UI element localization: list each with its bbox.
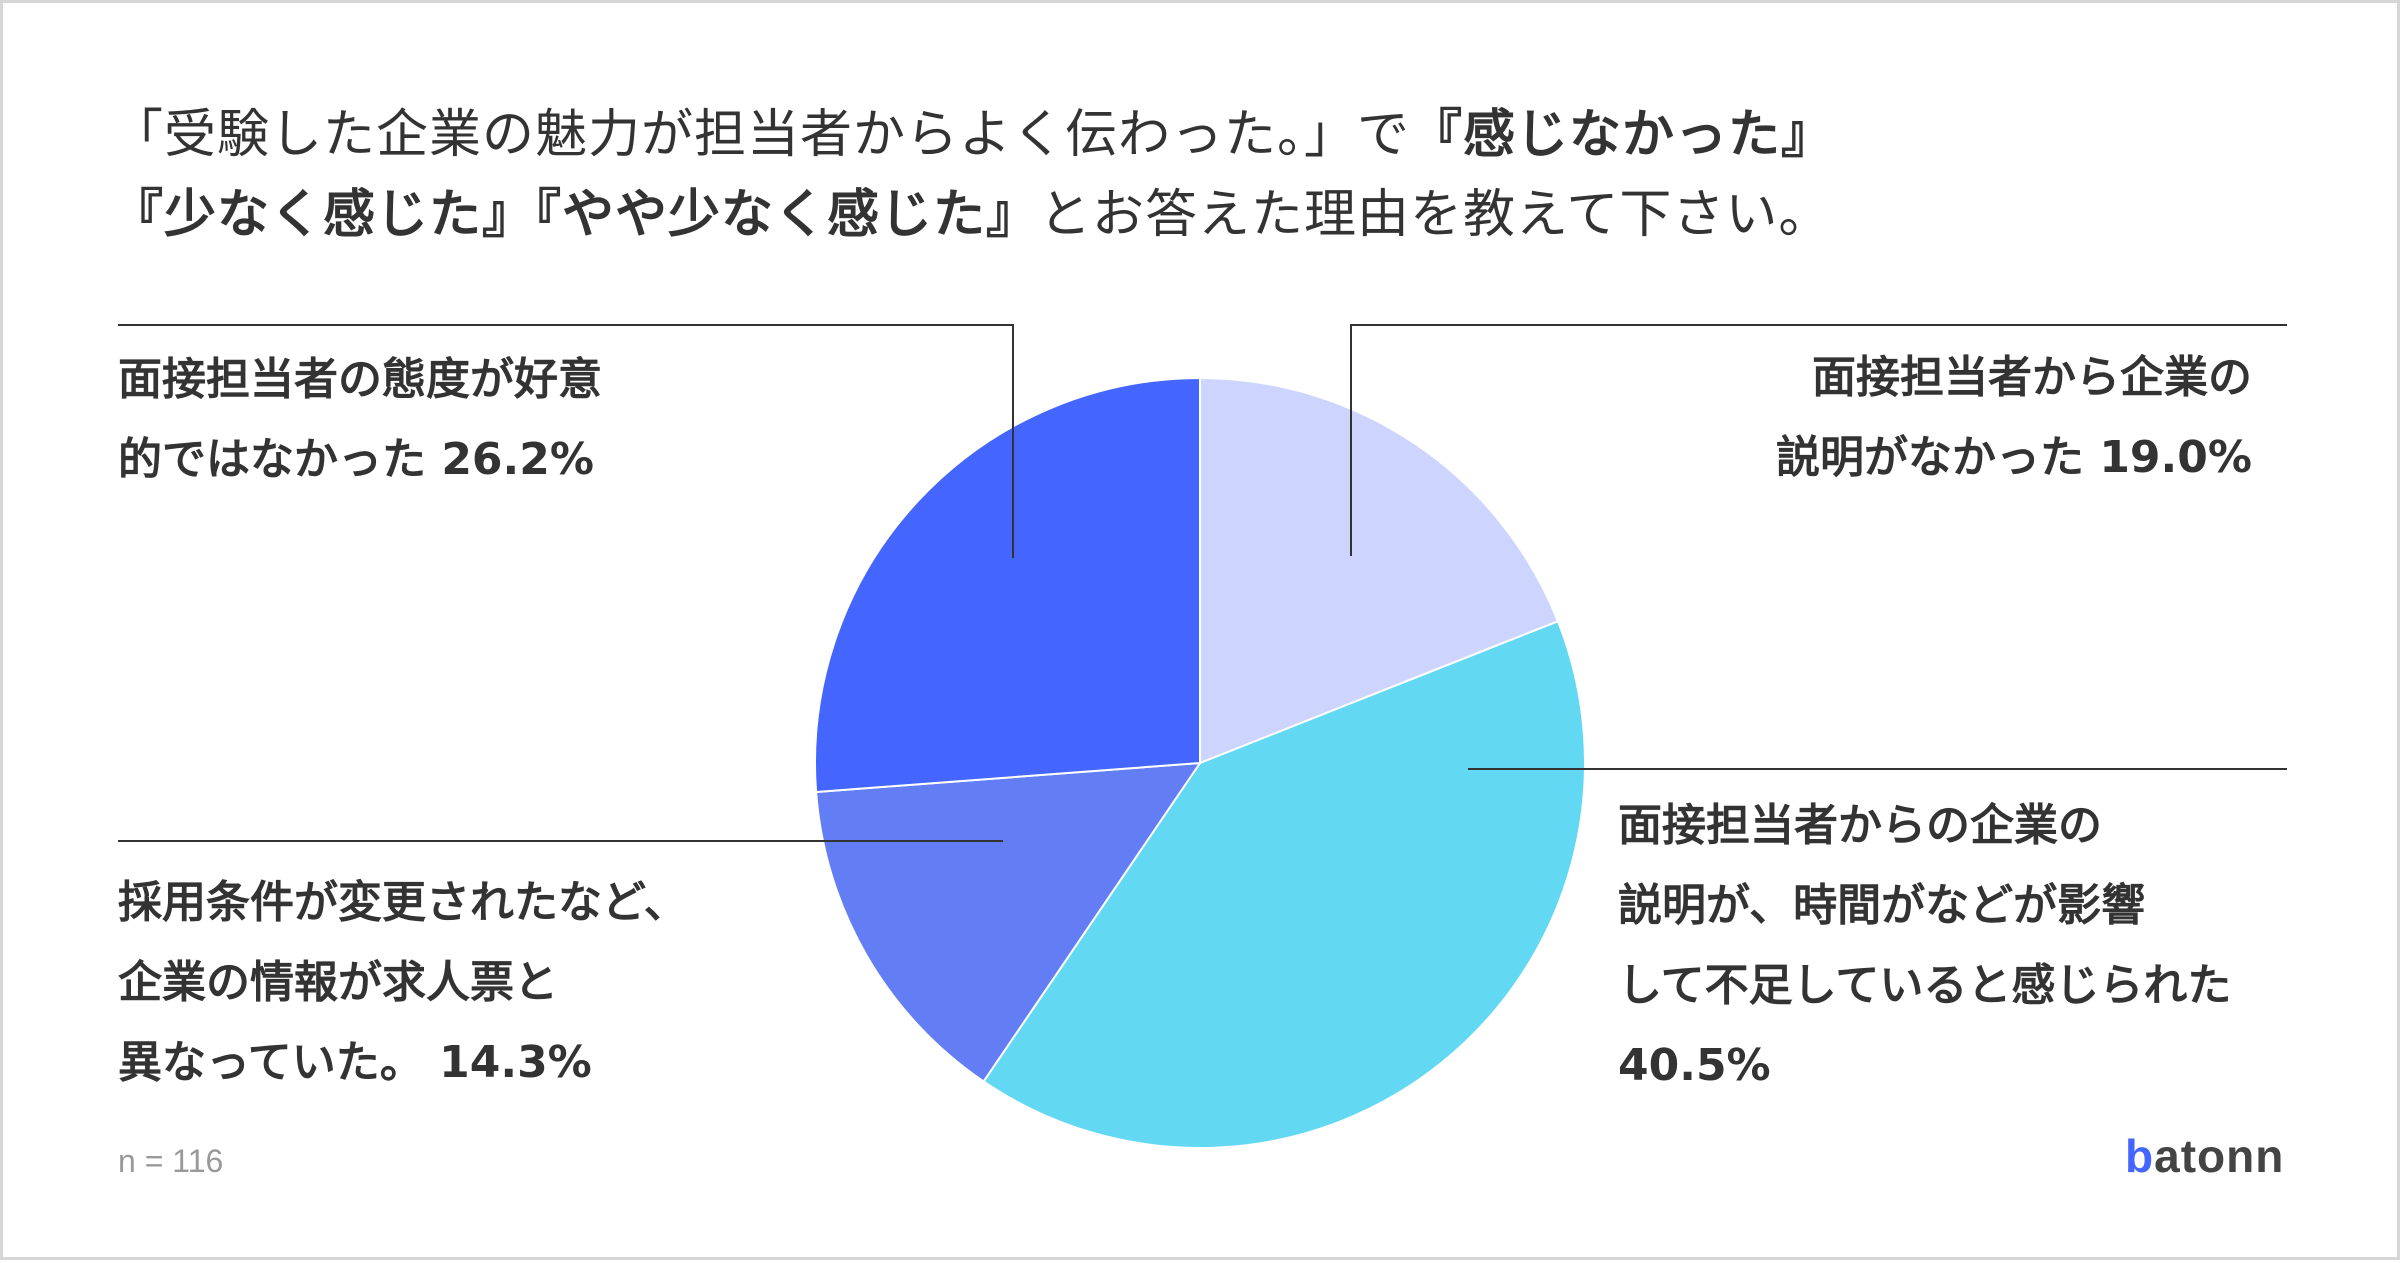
slice-label-3-line-2: 的ではなかった 26.2%	[118, 434, 594, 485]
chart-title: 「受験した企業の魅力が担当者からよく伝わった。」で『感じなかった』 『少なく感じ…	[111, 95, 2311, 255]
slice-label-3: 面接担当者の態度が好意 的ではなかった 26.2%	[118, 340, 602, 500]
leader-lines	[118, 324, 2287, 842]
pie-slice-2	[815, 761, 1202, 1083]
slice-label-2: 採用条件が変更されたなど、 企業の情報が求人票と 異なっていた。 14.3%	[118, 863, 688, 1103]
brand-logo: batonn	[2125, 1129, 2284, 1183]
title-line-2-suffix: とお答えた理由を教えて下さい。	[1039, 185, 1832, 245]
slice-label-2-line-1: 採用条件が変更されたなど、	[118, 877, 688, 928]
slice-label-0: 面接担当者から企業の 説明がなかった 19.0%	[1776, 338, 2252, 498]
pie-slice-0	[1199, 376, 1560, 765]
slice-label-2-line-2: 企業の情報が求人票と	[118, 957, 558, 1008]
title-line-1-bold: 『感じなかった』	[1410, 105, 1835, 165]
slice-label-0-line-2: 説明がなかった 19.0%	[1776, 432, 2252, 483]
title-line-1-prefix: 「受験した企業の魅力が担当者からよく伝わった。」で	[111, 105, 1411, 165]
slice-label-3-line-1: 面接担当者の態度が好意	[118, 354, 602, 405]
slice-label-1-line-1: 面接担当者からの企業の	[1618, 800, 2102, 851]
leader-line-slice-0	[1350, 324, 2287, 556]
slice-label-1: 面接担当者からの企業の 説明が、時間がなどが影響 して不足していると感じられた …	[1618, 786, 2231, 1106]
title-line-2: 『少なく感じた』『やや少なく感じた』とお答えた理由を教えて下さい。	[111, 175, 2311, 255]
pie-slice-1	[982, 619, 1586, 1149]
slice-label-0-line-1: 面接担当者から企業の	[1811, 352, 2252, 403]
slice-label-1-line-3: して不足していると感じられた	[1618, 960, 2232, 1011]
pie-slice-3	[814, 376, 1201, 794]
pie-chart	[118, 324, 2287, 1149]
brand-logo-initial: b	[2125, 1130, 2155, 1182]
pie-slices	[814, 376, 1586, 1149]
sample-size-note: n = 116	[118, 1143, 224, 1179]
slice-label-1-line-2: 説明が、時間がなどが影響	[1618, 880, 2146, 931]
title-line-2-bold-a: 『少なく感じた』	[111, 185, 536, 245]
slice-label-2-line-3: 異なっていた。 14.3%	[118, 1037, 592, 1088]
title-line-1: 「受験した企業の魅力が担当者からよく伝わった。」で『感じなかった』	[111, 95, 2311, 175]
leader-line-slice-3	[118, 324, 1014, 558]
brand-logo-rest: atonn	[2154, 1130, 2285, 1182]
slice-label-1-line-4: 40.5%	[1618, 1040, 1771, 1091]
title-line-2-bold-b: 『やや少なく感じた』	[535, 185, 1040, 245]
